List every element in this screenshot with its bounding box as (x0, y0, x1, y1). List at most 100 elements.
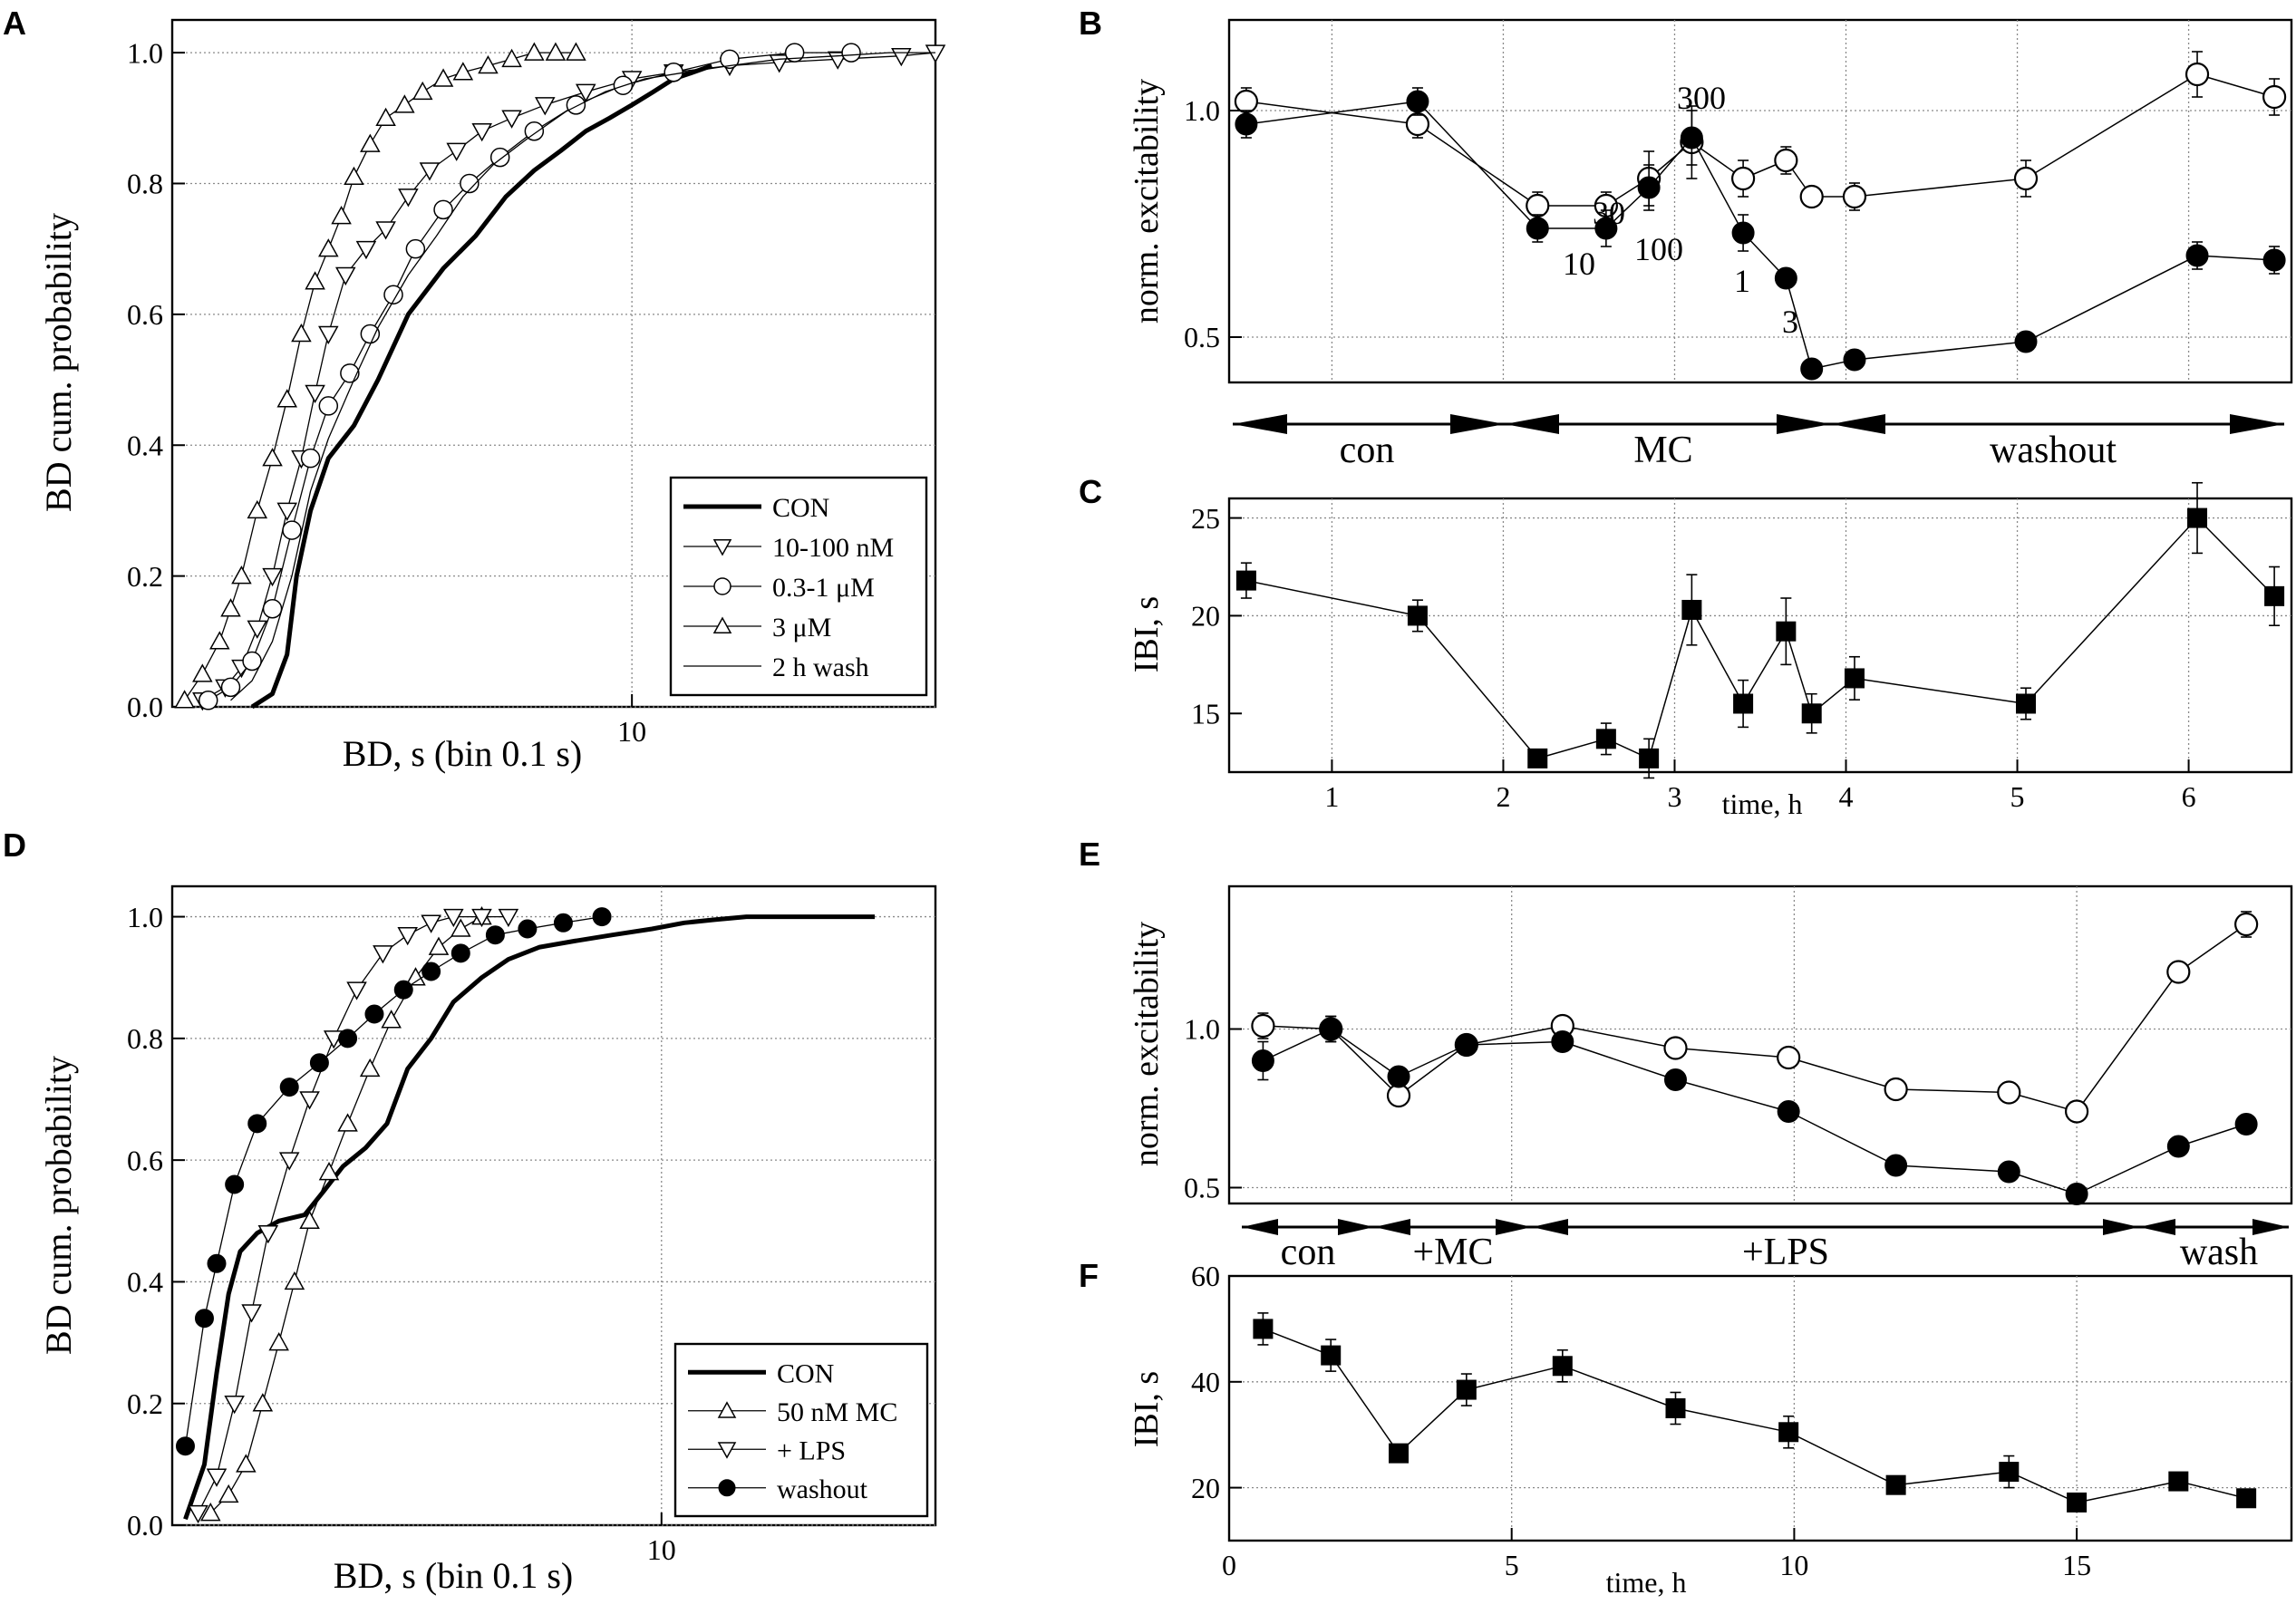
data-point (192, 663, 213, 682)
data-point (720, 49, 740, 70)
data-point (1235, 112, 1258, 136)
data-point (355, 240, 377, 260)
panel-e-gridlines (1229, 886, 2291, 1203)
y-tick-label: 0.4 (127, 429, 163, 461)
data-point (278, 1152, 300, 1171)
panel-d-legend: CON 50 nM MC + LPS washout (673, 1342, 929, 1518)
x-tick-label: 5 (1505, 1549, 1519, 1581)
phase-label-lps: +LPS (1742, 1232, 1829, 1273)
data-point (443, 908, 464, 928)
legend-swatch-marker (717, 1442, 737, 1459)
data-point (566, 42, 586, 61)
data-point (375, 107, 396, 127)
arrowhead (1505, 414, 1559, 434)
data-point (282, 520, 302, 540)
data-point (394, 94, 415, 113)
y-tick-label: 0.5 (1184, 1172, 1220, 1204)
data-point (1639, 748, 1660, 768)
panel-c-gridlines (1229, 498, 2291, 772)
data-point (262, 448, 283, 467)
legend-label: 50 nM MC (777, 1397, 897, 1427)
legend-swatch-marker (712, 616, 732, 633)
panel-e: E 0.5 1.0 norm. excitability (1079, 836, 2293, 1205)
data-point (305, 271, 325, 290)
data-point (305, 384, 325, 404)
y-tick-label: 0.2 (127, 1387, 163, 1420)
panel-c-ylabel: IBI, s (1128, 596, 1166, 672)
annotation-100: 100 (1634, 231, 1683, 267)
data-point (364, 1004, 384, 1024)
data-point (318, 238, 339, 257)
data-point (2234, 912, 2259, 937)
data-point (279, 1078, 299, 1097)
data-point (592, 907, 612, 927)
data-point (220, 677, 241, 698)
series-line (1263, 1028, 2247, 1195)
data-point (276, 502, 298, 521)
panel-f-ticks: 20 40 60 0 5 10 15 (1191, 1260, 2091, 1581)
data-point (375, 221, 396, 240)
arrowhead (2230, 414, 2284, 434)
y-tick-label: 20 (1191, 600, 1220, 633)
data-point (1234, 89, 1259, 114)
y-tick-label: 20 (1191, 1472, 1220, 1504)
data-point (1999, 1462, 2020, 1483)
data-point (2166, 960, 2191, 984)
panel-a: A 0.0 0.2 0.4 0.6 0.8 1.0 10 BD cum. probabili… (3, 5, 946, 774)
panel-b-ylabel: norm. excitability (1128, 79, 1166, 324)
data-point (218, 1484, 239, 1503)
arrowhead (1777, 414, 1831, 434)
data-point (2185, 244, 2209, 267)
y-tick-label: 0.6 (127, 1144, 163, 1176)
panel-a-legend: CON 10-100 nM 0.3-1 μM 3 μM 2 h wash (669, 476, 928, 697)
data-point (1733, 693, 1754, 714)
panel-letter-b: B (1079, 5, 1102, 42)
data-point (338, 1029, 358, 1049)
data-point (1997, 1160, 2020, 1184)
arrowhead (2103, 1219, 2139, 1235)
panel-c-ticks: 15 20 25 1 2 3 4 5 6 (1191, 502, 2196, 813)
panel-f-ylabel: IBI, s (1128, 1371, 1166, 1447)
data-point (231, 565, 252, 585)
data-point (1777, 1045, 1801, 1070)
data-point (535, 97, 556, 116)
data-point (664, 63, 683, 82)
data-point (405, 238, 426, 259)
panel-c-xlabel: time, h (1722, 788, 1803, 820)
data-point (194, 1309, 214, 1329)
annotation-3: 3 (1782, 304, 1798, 340)
legend-label: + LPS (777, 1435, 846, 1465)
data-point (1800, 357, 1824, 381)
data-point (1777, 1100, 1800, 1123)
data-point (566, 95, 586, 115)
series-line (183, 914, 875, 1521)
data-point (2168, 1471, 2189, 1492)
legend-swatch-marker (712, 539, 732, 556)
data-point (1551, 1030, 1574, 1053)
data-point (1778, 1422, 1799, 1443)
panel-d: D 0.0 0.2 0.4 0.6 0.8 1.0 10 BD cum. probabili… (3, 826, 937, 1596)
data-point (1321, 1345, 1342, 1366)
data-point (545, 42, 567, 61)
legend-swatch-marker (718, 1479, 736, 1497)
data-point (1663, 1068, 1687, 1091)
data-point (432, 68, 454, 87)
data-point (1731, 221, 1755, 245)
data-point (2187, 507, 2208, 528)
data-point (360, 133, 381, 152)
data-point (207, 1253, 227, 1273)
annotation-300: 300 (1677, 80, 1726, 116)
panel-e-frame (1227, 884, 2293, 1205)
phase-label-con: con (1340, 430, 1395, 471)
data-point (2014, 330, 2038, 353)
data-point (1680, 126, 1703, 150)
x-tick-label: 10 (1779, 1549, 1808, 1581)
data-point (276, 389, 298, 408)
data-point (2067, 1492, 2088, 1513)
panel-e-phase-arrows: con +MC +LPS wash (1242, 1219, 2289, 1273)
data-point (2262, 84, 2287, 110)
data-point (1595, 729, 1616, 749)
annotation-10: 10 (1563, 246, 1595, 282)
panel-b-phase-arrows: con MC washout (1233, 414, 2284, 471)
